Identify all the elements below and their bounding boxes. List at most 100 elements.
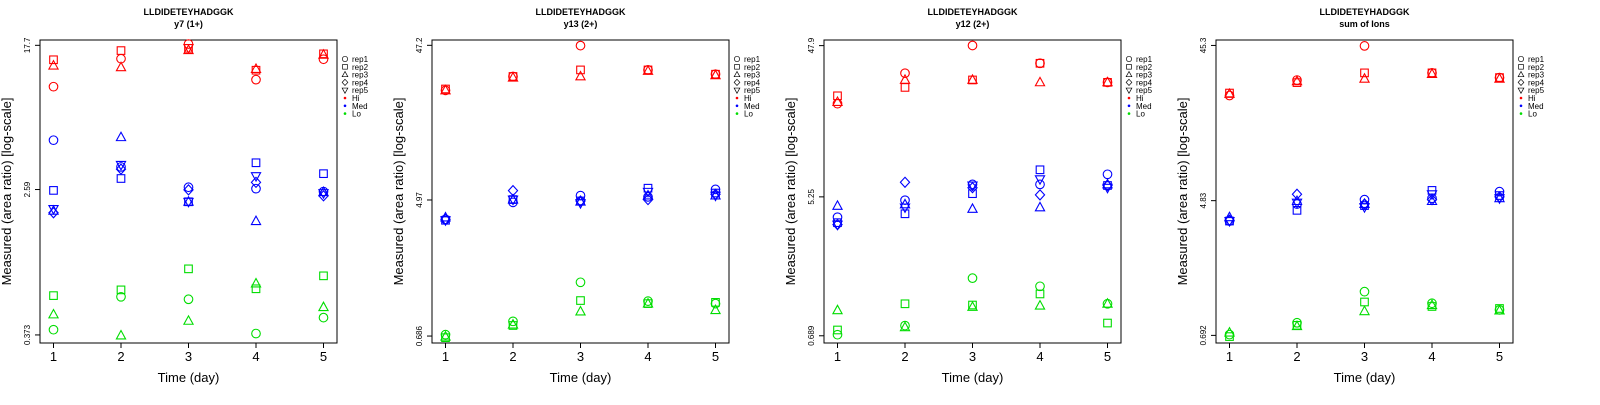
plot-frame <box>1215 39 1514 344</box>
data-point-hi-rep3-day1 <box>47 59 60 70</box>
legend-marker-rep3 <box>341 70 349 78</box>
legend-marker-rep4 <box>341 78 349 87</box>
data-point-hi-rep3-day5 <box>1101 76 1114 87</box>
legend-label-rep1: rep1 <box>1136 55 1153 64</box>
data-point-med-rep4-day3 <box>967 181 978 194</box>
data-point-lo-rep3-day1 <box>439 330 452 341</box>
x-tick-label: 4 <box>644 349 651 364</box>
data-point-med-rep2-day2 <box>116 174 126 183</box>
x-tick-label: 5 <box>712 349 719 364</box>
data-point-hi-rep1-day3 <box>967 40 978 51</box>
chart-title: LLDIDETEYHADGGK <box>536 7 627 17</box>
legend-marker-med <box>1127 104 1131 108</box>
chart-subtitle: y12 (2+) <box>956 19 990 29</box>
x-tick-label: 5 <box>1496 349 1503 364</box>
data-point-med-rep1-day2 <box>116 162 126 172</box>
x-tick-label: 5 <box>320 349 327 364</box>
data-point-med-rep4-day2 <box>507 184 519 197</box>
data-point-hi-rep2-day2 <box>1292 78 1302 87</box>
data-point-lo-rep2-day4 <box>251 284 261 294</box>
legend-label-rep2: rep2 <box>744 63 761 72</box>
legend-marker-rep1 <box>341 55 349 63</box>
legend-marker-rep4 <box>733 78 741 87</box>
legend-marker-rep4 <box>1517 78 1525 87</box>
data-point-lo-rep3-day3 <box>1358 305 1371 316</box>
chart-title: LLDIDETEYHADGGK <box>928 7 1019 17</box>
y-tick-label: 4.83 <box>1199 192 1208 208</box>
legend-marker-rep1 <box>733 55 741 63</box>
x-tick-label: 3 <box>185 349 192 364</box>
data-point-hi-rep2-day1 <box>833 91 842 101</box>
data-point-hi-rep1-day1 <box>48 81 59 92</box>
data-point-med-rep5-day4 <box>250 172 262 183</box>
x-tick-label: 2 <box>509 349 516 364</box>
chart-panel-2: LLDIDETEYHADGGK y13 (2+) 1 2 3 4 5 0.686 4.97 47.… <box>391 7 761 385</box>
legend-marker-med <box>735 104 739 108</box>
data-point-hi-rep1-day1 <box>832 98 843 109</box>
data-point-med-rep1-day4 <box>251 183 261 194</box>
legend-marker-hi <box>1519 96 1523 100</box>
data-point-lo-rep2-day4 <box>1035 289 1045 299</box>
data-point-lo-rep1-day5 <box>1494 305 1505 315</box>
data-point-hi-rep2-day2 <box>900 83 910 92</box>
data-point-lo-rep3-day2 <box>899 321 911 332</box>
data-point-hi-rep2-day2 <box>116 46 126 55</box>
data-point-lo-rep2-day2 <box>900 299 910 309</box>
legend-label-rep3: rep3 <box>352 71 369 80</box>
data-point-med-rep5-day4 <box>1034 175 1046 186</box>
legend-marker-rep1 <box>1125 55 1133 63</box>
y-axis-title: Measured (area ratio) [log-scale] <box>0 98 14 286</box>
data-point-med-rep3-day2 <box>115 131 127 142</box>
legend-label-rep4: rep4 <box>352 78 369 87</box>
legend-marker-lo <box>343 112 347 115</box>
legend-marker-hi <box>1127 96 1131 100</box>
data-point-med-rep3-day1 <box>831 199 844 210</box>
legend-label-rep3: rep3 <box>744 71 761 80</box>
x-tick-label: 4 <box>1036 349 1043 364</box>
data-point-med-rep5-day5 <box>709 191 722 202</box>
data-point-hi-rep3-day1 <box>439 84 452 95</box>
legend-label-rep3: rep3 <box>1528 71 1545 80</box>
y-tick-label: 4.97 <box>415 192 424 208</box>
legend-marker-rep2 <box>1518 64 1524 70</box>
data-point-lo-rep2-day3 <box>1360 297 1369 307</box>
x-tick-label: 4 <box>1428 349 1435 364</box>
data-point-hi-rep2-day3 <box>1360 68 1369 78</box>
data-point-med-rep3-day1 <box>1223 211 1236 222</box>
legend-marker-lo <box>735 112 739 115</box>
x-axis-title: Time (day) <box>942 370 1004 385</box>
data-point-lo-rep3-day2 <box>507 318 519 329</box>
data-point-hi-rep3-day2 <box>115 61 127 72</box>
data-point-med-rep5-day5 <box>317 189 330 200</box>
legend-label-med: Med <box>352 102 368 111</box>
data-point-hi-rep3-day2 <box>507 71 519 82</box>
data-point-med-rep3-day5 <box>317 186 330 197</box>
data-point-hi-rep1-day4 <box>1035 58 1045 69</box>
legend-label-rep5: rep5 <box>744 86 761 95</box>
data-point-med-rep5-day5 <box>1493 194 1506 205</box>
data-point-med-rep5-day1 <box>831 220 844 231</box>
data-point-med-rep4-day4 <box>250 176 262 189</box>
data-point-lo-rep3-day4 <box>642 297 654 308</box>
chart-title: LLDIDETEYHADGGK <box>1320 7 1411 17</box>
legend-label-lo: Lo <box>1528 110 1537 119</box>
y-tick-label: 5.25 <box>807 189 816 205</box>
legend-label-rep4: rep4 <box>1528 78 1545 87</box>
data-point-lo-rep2-day2 <box>116 285 126 295</box>
data-point-med-rep4-day2 <box>899 176 911 189</box>
legend-label-med: Med <box>1136 102 1152 111</box>
legend-label-rep4: rep4 <box>744 78 761 87</box>
data-point-lo-rep1-day3 <box>1359 286 1370 297</box>
legend-marker-rep2 <box>1126 64 1132 70</box>
data-point-med-rep4-day5 <box>318 190 329 202</box>
data-point-med-rep5-day2 <box>1291 198 1303 209</box>
legend-label-lo: Lo <box>744 110 753 119</box>
data-point-lo-rep3-day4 <box>1034 299 1046 310</box>
data-point-med-rep5-day5 <box>1101 183 1114 194</box>
data-point-med-rep1-day4 <box>643 192 653 202</box>
data-point-med-rep5-day4 <box>642 187 654 198</box>
x-axis-title: Time (day) <box>1334 370 1396 385</box>
data-point-med-rep2-day5 <box>319 169 328 179</box>
legend-marker-rep1 <box>1517 55 1525 63</box>
